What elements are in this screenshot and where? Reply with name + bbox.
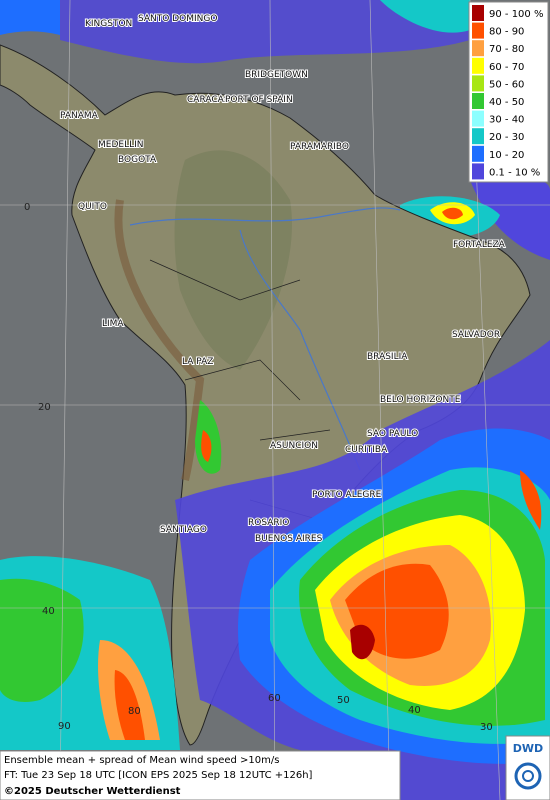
city-label: FORTALEZA [453,240,506,250]
legend-items: 90 - 100 % 80 - 90 70 - 80 60 - 70 50 - 60 40… [472,5,543,180]
legend-label: 70 - 80 [489,44,524,55]
footer [0,750,401,800]
city-label: SANTIAGO [160,525,207,535]
lon-label: 30 [480,722,493,733]
city-label: CARACAS [187,95,230,105]
wind-area [520,470,542,530]
legend-label: 10 - 20 [489,150,524,161]
city-label: BELO HORIZONTE [380,395,461,405]
lon-label: 90 [58,721,71,732]
city-label: BOGOTA [118,155,157,165]
city-label: ASUNCION [270,441,318,451]
logo-icon [514,762,542,790]
city-label: LA PAZ [182,357,213,367]
footer-text: FT: Tue 23 Sep 18 UTC [ICON EPS 2025 Sep… [4,770,313,781]
city-label: ROSARIO [248,518,289,528]
legend-label: 20 - 30 [489,132,524,143]
footer-text: Ensemble mean + spread of Mean wind spee… [4,755,279,766]
city-label: SALVADOR [452,330,500,340]
legend-label: 90 - 100 % [489,9,543,20]
legend-swatch [472,22,484,39]
legend-swatch [472,163,484,180]
city-label: KINGSTON [85,19,132,29]
city-label: SAO PAULO [367,429,418,439]
legend-label: 50 - 60 [489,79,524,90]
lon-label: 80 [128,706,141,717]
logo: DWD [513,742,543,755]
legend-swatch [472,128,484,145]
city-labels: KINGSTON SANTO DOMINGO BRIDGETOWN CARACA… [59,13,507,545]
wind-area [350,624,375,660]
legend-swatch [472,5,484,21]
logo-icon [522,770,534,782]
andes [114,199,205,481]
wind-area [201,430,212,462]
legend-label: 60 - 70 [489,62,524,73]
lon-label: 50 [337,695,350,706]
lat-label: 20 [38,402,51,413]
legend-label: 40 - 50 [489,97,524,108]
lat-label: 0 [24,202,30,213]
legend-swatch [472,93,484,109]
copyright: ©2025 Deutscher Wetterdienst [4,786,181,797]
city-label: BRIDGETOWN [245,70,308,80]
city-label: LIMA [102,319,124,329]
wind-area [114,670,145,740]
legend-label: 0.1 - 10 % [489,167,540,178]
wind-area [0,578,84,702]
wind-area [442,207,463,220]
city-label: PARAMARIBO [290,142,349,152]
wind-area [380,0,470,33]
city-label: PORT OF SPAIN [225,95,293,105]
legend-swatch [472,145,484,162]
legend-label: 30 - 40 [489,115,524,126]
wind-area [470,174,550,260]
legend-swatch [472,75,484,92]
city-label: MEDELLIN [98,140,143,150]
legend-swatch [472,110,484,127]
city-label: PORTO ALEGRE [312,490,382,500]
city-label: BRASILIA [367,352,408,362]
legend-swatch [472,40,484,57]
border [149,259,331,521]
legend-swatch [472,57,484,74]
city-label: PANAMA [60,111,99,121]
city-label: CURITIBA [345,445,388,455]
wind-area [0,0,60,35]
lon-label: 60 [268,693,281,704]
city-label: SANTO DOMINGO [138,14,217,24]
lon-label: 40 [408,705,421,716]
city-label: QUITO [78,202,107,212]
legend-label: 80 - 90 [489,27,524,38]
city-label: BUENOS AIRES [255,534,323,544]
lat-label: 40 [42,606,55,617]
wind-area [60,0,470,64]
